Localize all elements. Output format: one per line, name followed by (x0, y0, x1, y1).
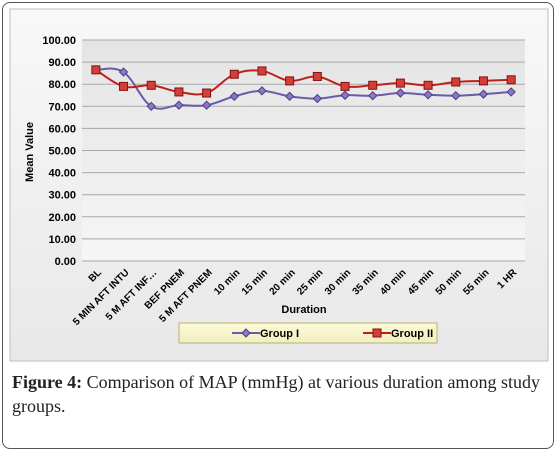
data-point-group-ii (91, 65, 101, 75)
data-point-group-i (506, 87, 516, 97)
y-axis-title: Mean Value (24, 122, 36, 182)
legend-label-group-i: Group I (260, 328, 299, 340)
data-point-group-i (118, 67, 129, 77)
data-point-group-i (257, 86, 267, 96)
data-point-group-ii (229, 69, 239, 79)
legend-marker-group-ii (372, 328, 382, 338)
data-point-group-ii (146, 80, 156, 90)
x-axis-title: Duration (281, 304, 327, 316)
y-tick-label: 90.00 (48, 57, 76, 69)
data-point-group-i (229, 91, 239, 102)
data-point-group-ii (174, 87, 184, 97)
data-point-group-i (340, 90, 350, 100)
data-point-group-ii (285, 76, 295, 86)
y-tick-label: 80.00 (48, 79, 76, 91)
y-tick-label: 100.00 (42, 35, 76, 47)
series-line-group-ii (95, 68, 512, 96)
data-point-group-ii (478, 76, 488, 86)
legend-box (178, 322, 438, 344)
series-line-group-i (95, 67, 512, 110)
y-tick-label: 10.00 (48, 234, 76, 246)
caption-label: Figure 4: (12, 372, 83, 392)
data-point-group-ii (312, 71, 322, 81)
y-tick-label: 20.00 (48, 212, 76, 224)
series-layer (91, 65, 516, 112)
legend-label-group-ii: Group II (391, 328, 433, 340)
y-tick-label: 50.00 (48, 146, 76, 158)
data-point-group-i (368, 90, 378, 101)
gridlines (82, 39, 525, 262)
data-point-group-i (312, 93, 323, 104)
data-point-group-i (146, 101, 156, 112)
data-point-group-i (174, 100, 184, 110)
y-tick-label: 30.00 (48, 190, 76, 202)
data-point-group-i (395, 88, 406, 98)
data-point-group-ii (368, 80, 378, 90)
y-tick-label: 60.00 (48, 123, 76, 135)
legend: Group I Group II (178, 322, 438, 344)
data-point-group-i (423, 90, 433, 100)
data-point-group-ii (340, 81, 350, 91)
data-point-group-ii (257, 66, 267, 76)
legend-marker-group-i (241, 328, 251, 338)
y-tick-labels: 0.00 10.00 20.00 30.00 40.00 50.00 60.00 70.00 8… (42, 35, 76, 268)
y-tick-label: 0.00 (55, 256, 76, 268)
data-point-group-i (478, 89, 489, 99)
y-tick-label: 70.00 (48, 101, 76, 113)
figure-caption: Figure 4: Comparison of MAP (mmHg) at va… (12, 370, 548, 418)
data-point-group-i (201, 100, 212, 110)
data-point-group-i (451, 90, 461, 101)
data-point-group-ii (451, 77, 461, 87)
data-point-group-ii (423, 80, 433, 90)
data-point-group-ii (506, 75, 516, 85)
line-chart: 0.00 10.00 20.00 30.00 40.00 50.00 60.00 70.00 8… (9, 8, 549, 362)
data-point-group-ii (202, 88, 212, 98)
y-tick-label: 40.00 (48, 168, 76, 180)
data-point-group-ii (395, 78, 405, 88)
data-point-group-ii (119, 81, 129, 91)
caption-text: Comparison of MAP (mmHg) at various dura… (12, 372, 540, 416)
data-point-group-i (284, 91, 295, 102)
